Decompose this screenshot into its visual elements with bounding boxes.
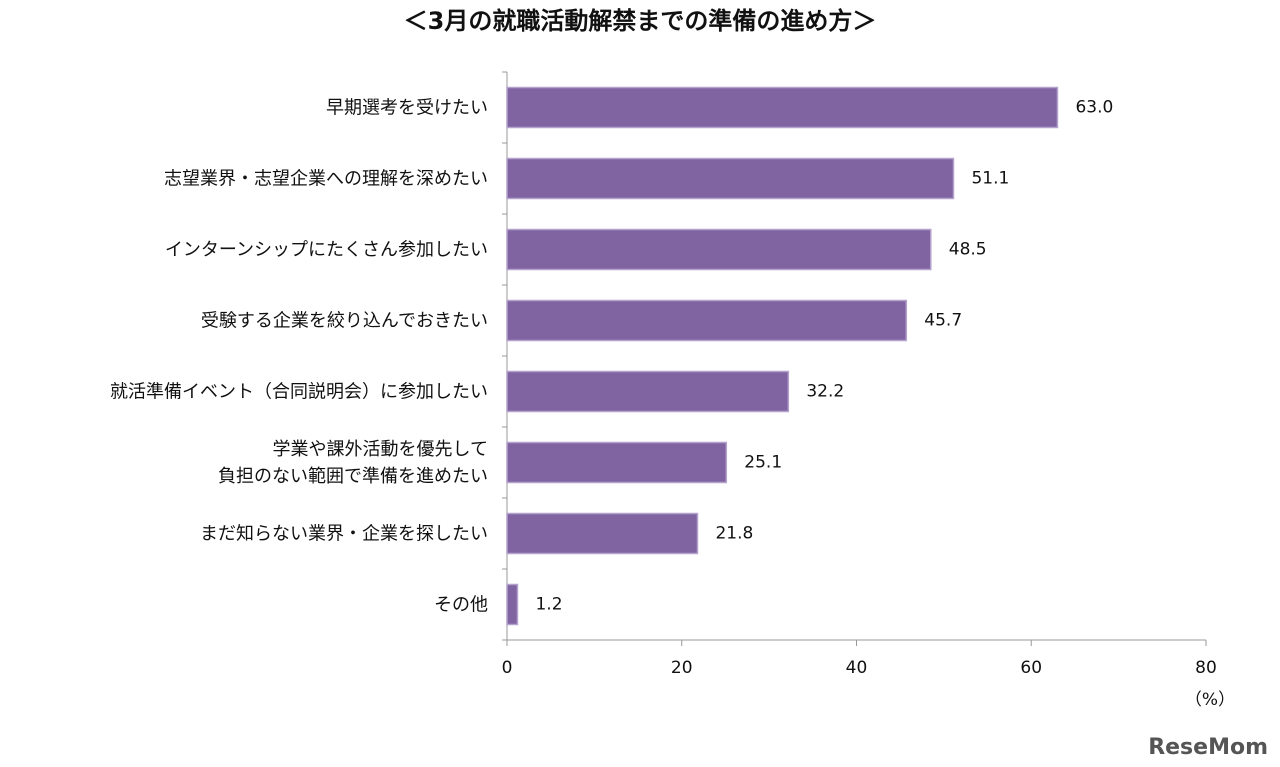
bar	[506, 583, 519, 626]
y-tick-label: 就活準備イベント（合同説明会）に参加したい	[110, 381, 488, 402]
y-tick-label: その他	[434, 594, 488, 615]
bar	[506, 299, 908, 342]
bar	[506, 228, 932, 271]
value-label: 45.7	[924, 311, 962, 331]
bar	[506, 370, 790, 413]
x-axis-label: （%）	[1185, 690, 1235, 710]
watermark: ReseMom	[1148, 735, 1268, 760]
bar	[506, 441, 728, 484]
x-tick-label: 20	[671, 658, 693, 678]
x-tick-label: 80	[1195, 658, 1217, 678]
bar	[506, 86, 1059, 129]
y-tick-label: 早期選考を受けたい	[326, 97, 488, 118]
bar	[506, 157, 955, 200]
x-tick-label: 0	[502, 658, 513, 678]
value-label: 32.2	[806, 382, 844, 402]
value-label: 63.0	[1075, 98, 1113, 118]
value-label: 51.1	[971, 169, 1009, 189]
bar	[506, 512, 699, 555]
x-tick-label: 40	[846, 658, 868, 678]
x-tick-label: 60	[1020, 658, 1042, 678]
y-tick-label: 志望業界・志望企業への理解を深めたい	[164, 168, 488, 189]
value-label: 48.5	[949, 240, 987, 260]
value-label: 25.1	[744, 453, 782, 473]
chart-title: ＜3月の就職活動解禁までの準備の進め方＞	[404, 7, 877, 35]
y-tick-label: 受験する企業を絞り込んでおきたい	[200, 310, 488, 331]
y-tick-label: インターンシップにたくさん参加したい	[164, 239, 488, 260]
value-label: 21.8	[715, 524, 753, 544]
value-label: 1.2	[535, 595, 562, 615]
y-tick-label: まだ知らない業界・企業を探したい	[200, 523, 488, 544]
y-tick-label: 学業や課外活動を優先して 負担のない範囲で準備を進めたい	[218, 438, 488, 487]
